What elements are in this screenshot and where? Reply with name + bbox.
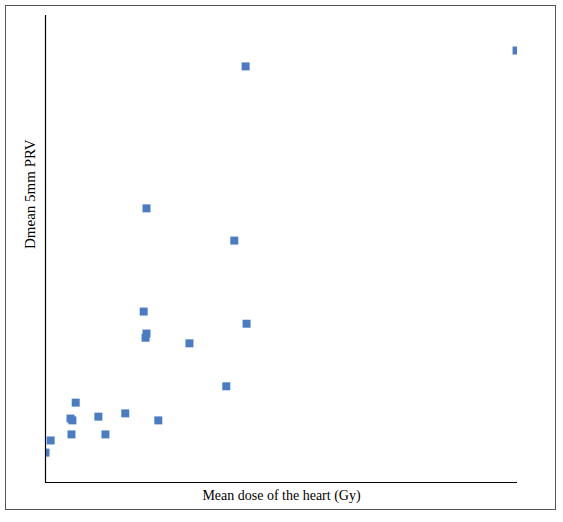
svg-text:Mean dose of the heart (Gy): Mean dose of the heart (Gy): [202, 488, 361, 504]
svg-text:Dmean 5mm PRV: Dmean 5mm PRV: [22, 139, 38, 249]
